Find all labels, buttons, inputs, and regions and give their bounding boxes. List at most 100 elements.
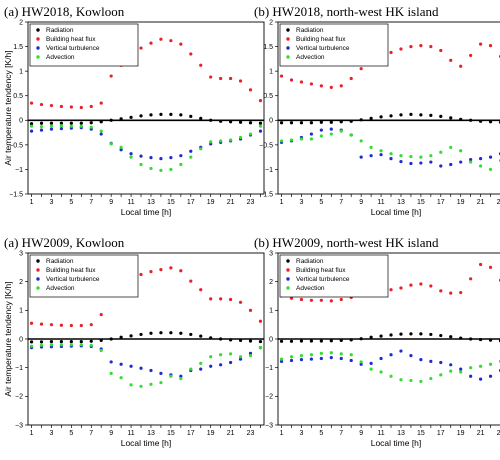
data-point <box>289 339 294 343</box>
data-point <box>209 297 213 301</box>
data-point <box>379 149 383 153</box>
data-point <box>39 121 44 125</box>
data-point <box>459 64 463 68</box>
data-point <box>419 155 423 159</box>
data-point <box>59 104 63 109</box>
legend-box <box>29 23 139 67</box>
data-point <box>169 156 173 160</box>
series-radiation <box>279 112 500 125</box>
x-tick-label: 11 <box>377 199 384 206</box>
data-point <box>199 63 203 67</box>
y-tick-label: 2 <box>19 19 23 26</box>
data-point <box>369 367 373 371</box>
y-tick-label: −1 <box>15 167 23 174</box>
data-point <box>329 85 333 89</box>
data-point <box>309 82 313 86</box>
series-building-heat-flux <box>29 266 263 328</box>
data-point <box>129 115 133 119</box>
data-point <box>319 134 323 138</box>
y-tick-label: 2 <box>19 279 23 286</box>
data-point <box>339 120 343 124</box>
data-point <box>379 334 383 338</box>
legend-entry: Vertical turbulence <box>296 276 350 283</box>
data-point <box>209 355 213 359</box>
data-point <box>109 74 113 78</box>
data-point <box>209 75 213 79</box>
legend-entry: Building heat flux <box>296 267 346 274</box>
series-building-heat-flux <box>29 37 263 110</box>
y-tick-label: 1 <box>269 308 273 315</box>
data-point <box>419 161 423 165</box>
data-point <box>199 334 203 338</box>
data-point <box>339 297 343 302</box>
data-point <box>469 53 473 58</box>
y-tick-label: −1 <box>265 167 273 174</box>
data-point <box>479 262 483 267</box>
legend-entry: Building heat flux <box>46 267 96 274</box>
x-axis-label: Local time [h] <box>371 438 422 448</box>
x-tick-label: 1 <box>280 430 284 437</box>
legend-entry: Radiation <box>296 258 324 265</box>
data-point <box>419 43 423 48</box>
data-point <box>169 39 173 43</box>
legend-marker <box>286 28 290 32</box>
data-point <box>129 155 133 159</box>
y-tick-label: −1.5 <box>259 191 273 198</box>
x-tick-label: 9 <box>109 430 113 437</box>
series-vertical-turbulence <box>279 349 500 381</box>
data-point <box>359 360 363 364</box>
data-point <box>339 352 343 356</box>
data-point <box>219 297 223 301</box>
data-point <box>169 167 173 172</box>
data-point <box>258 129 263 133</box>
data-point <box>409 332 413 336</box>
legend-entry: Radiation <box>46 27 74 34</box>
y-tick-label: −1 <box>15 365 23 372</box>
data-point <box>429 359 433 363</box>
data-point <box>349 133 353 137</box>
data-point <box>289 358 294 363</box>
x-tick-label: 21 <box>227 430 235 437</box>
data-point <box>79 343 83 347</box>
data-point <box>159 157 163 161</box>
data-point <box>89 323 93 327</box>
x-tick-label: 23 <box>247 199 255 206</box>
legend-entry: Building heat flux <box>46 36 96 43</box>
data-point <box>449 145 453 149</box>
data-point <box>129 152 133 156</box>
data-point <box>479 157 483 161</box>
y-axis-label: Air temperature tendency [K/h] <box>3 281 13 396</box>
plot-frame <box>277 21 500 195</box>
data-point <box>179 374 183 378</box>
data-point <box>419 379 423 384</box>
x-tick-label: 15 <box>167 430 175 437</box>
data-point <box>69 105 73 109</box>
data-point <box>179 269 183 273</box>
data-point <box>479 364 483 368</box>
data-point <box>69 121 73 125</box>
series-vertical-turbulence <box>279 127 500 168</box>
data-point <box>219 337 223 341</box>
y-axis-label: Air temperature tendency [K/h] <box>3 50 13 165</box>
data-point <box>399 349 403 353</box>
data-point <box>219 353 223 357</box>
legend-entry: Advection <box>296 285 325 292</box>
data-point <box>479 164 483 168</box>
data-point <box>459 117 463 121</box>
y-tick-label: −3 <box>265 422 273 429</box>
data-point <box>419 332 423 336</box>
data-point <box>399 113 403 117</box>
x-tick-label: 21 <box>477 430 485 437</box>
y-tick-label: 0.5 <box>263 93 273 100</box>
x-tick-label: 1 <box>280 199 284 206</box>
x-tick-label: 23 <box>497 430 500 437</box>
data-point <box>379 370 383 374</box>
data-point <box>199 361 203 365</box>
data-point <box>119 376 123 380</box>
data-point <box>469 118 473 122</box>
data-point <box>59 127 63 131</box>
data-point <box>359 337 363 341</box>
data-point <box>99 120 103 124</box>
y-tick-label: 1.5 <box>13 44 23 51</box>
legend-marker <box>286 37 290 41</box>
